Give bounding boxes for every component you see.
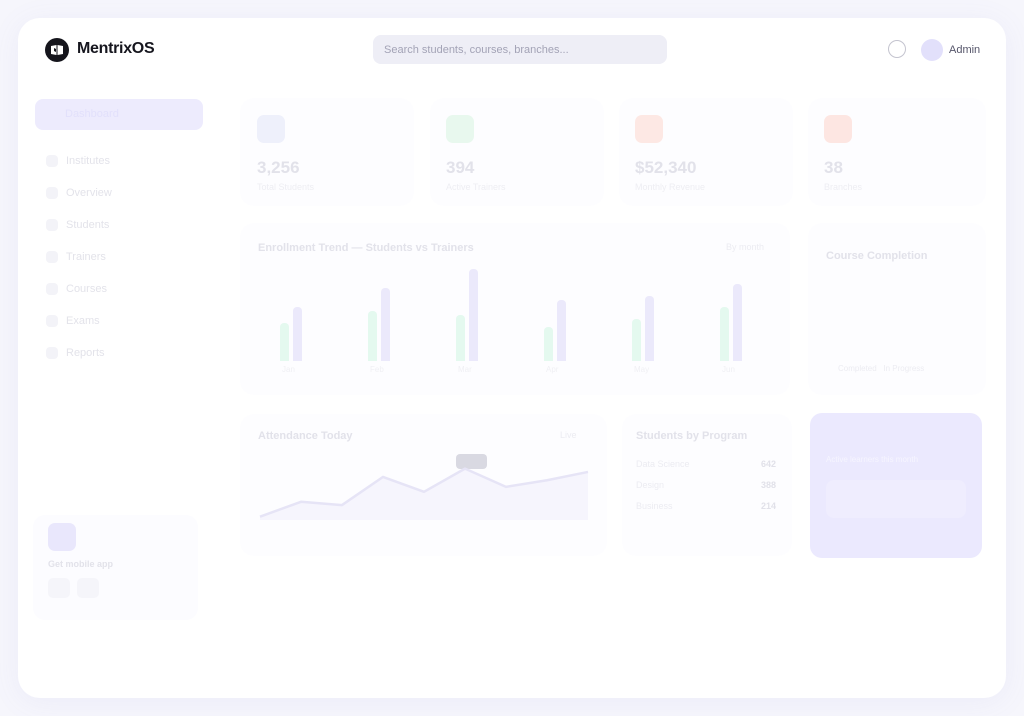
sidebar-item-label: Trainers (66, 251, 106, 263)
stat-value: 38 (824, 158, 843, 177)
course-completion-title: Course Completion (826, 250, 928, 262)
enrollment-chart-title: Enrollment Trend — Students vs Trainers (258, 242, 474, 254)
attendance-line-chart (259, 467, 589, 520)
overview-icon (46, 187, 58, 199)
sidebar-item-dashboard[interactable]: Dashboard (35, 99, 203, 130)
program-name: Design (636, 480, 665, 490)
app-store-button[interactable] (48, 578, 70, 598)
x-tick-label: Jan (282, 365, 295, 374)
sidebar-item-label: Dashboard (65, 108, 119, 120)
students-by-program-title: Students by Program (636, 430, 748, 442)
brand-name: MentrixOS (77, 40, 155, 57)
students-stat-icon (257, 115, 285, 143)
user-name[interactable]: Admin (949, 44, 981, 56)
program-name: Business (636, 501, 673, 511)
stat-card: 3,256 Total Students (240, 98, 414, 206)
attendance-card: Attendance Today Live (240, 414, 607, 556)
students-icon (46, 219, 58, 231)
program-name: Data Science (636, 459, 690, 469)
students-by-program-card: Students by Program Data Science 642 Des… (622, 414, 792, 556)
stat-value: 3,256 (257, 158, 300, 177)
sidebar-item-reports[interactable]: Reports (46, 345, 105, 361)
branches-stat-icon (824, 115, 852, 143)
sidebar-item-overview[interactable]: Overview (46, 185, 112, 201)
phone-icon (48, 523, 76, 551)
bar-students (280, 322, 289, 361)
x-tick-label: Jun (722, 365, 735, 374)
stat-card: 38 Branches (808, 98, 986, 206)
promo-button[interactable] (826, 480, 966, 518)
chart-tooltip (456, 454, 487, 469)
bar-trainers (469, 268, 478, 361)
search-input[interactable] (373, 35, 667, 64)
list-item: Design 388 (636, 480, 776, 490)
bar-trainers (293, 307, 302, 361)
attendance-area (260, 468, 588, 520)
trainers-stat-icon (446, 115, 474, 143)
bar-students (368, 311, 377, 361)
stat-value: $52,340 (635, 158, 697, 177)
stat-label: Branches (824, 182, 863, 192)
app-window: MentrixOS Admin Dashboard Institutes Ove… (18, 18, 1006, 698)
period-filter[interactable]: By month (726, 242, 765, 252)
attendance-title: Attendance Today (258, 430, 353, 442)
mobile-app-card[interactable]: Get mobile app (33, 515, 198, 620)
attendance-line (259, 467, 589, 518)
stat-label: Total Students (257, 182, 315, 192)
trainers-icon (46, 251, 58, 263)
sidebar-item-label: Institutes (66, 155, 111, 167)
bar-trainers (381, 288, 390, 361)
bar-students (456, 314, 465, 361)
list-item: Business 214 (636, 501, 776, 511)
sidebar-item-institutes[interactable]: Institutes (46, 153, 110, 169)
bar-trainers (733, 284, 742, 361)
bar-students (544, 327, 553, 361)
stat-label: Monthly Revenue (635, 182, 706, 192)
attendance-filter[interactable]: Live (560, 430, 577, 440)
sidebar-item-label: Students (66, 219, 110, 231)
stat-value: 394 (446, 158, 475, 177)
program-count: 214 (760, 501, 776, 511)
stat-card: 394 Active Trainers (430, 98, 604, 206)
x-tick-label: May (634, 365, 650, 374)
exams-icon (46, 315, 58, 327)
sidebar-item-exams[interactable]: Exams (46, 313, 100, 329)
program-count: 642 (760, 459, 776, 469)
x-tick-label: Mar (458, 365, 472, 374)
enrollment-chart-card: Enrollment Trend — Students vs Trainers … (240, 223, 790, 395)
play-store-button[interactable] (77, 578, 99, 598)
program-count: 388 (760, 480, 776, 490)
book-logo-icon (45, 38, 69, 62)
courses-icon (46, 283, 58, 295)
legend-completed: Completed (838, 364, 877, 373)
notification-icon[interactable] (888, 40, 906, 58)
bar-students (720, 307, 729, 361)
x-tick-label: Apr (546, 365, 559, 374)
stat-card: $52,340 Monthly Revenue (619, 98, 793, 206)
sidebar-item-students[interactable]: Students (46, 217, 109, 233)
mobile-app-label: Get mobile app (48, 559, 114, 569)
avatar[interactable] (921, 39, 943, 61)
institutes-icon (46, 155, 58, 167)
enrollment-bars: Jan Feb Mar Apr May Jun (280, 265, 770, 374)
sidebar-item-label: Reports (66, 347, 105, 359)
x-tick-label: Feb (370, 365, 384, 374)
legend-in-progress: In Progress (883, 364, 925, 373)
stat-label: Active Trainers (446, 182, 506, 192)
sidebar-item-label: Courses (66, 283, 107, 295)
promo-subtitle: Active learners this month (826, 455, 919, 464)
sidebar-item-courses[interactable]: Courses (46, 281, 107, 297)
bar-trainers (557, 299, 566, 361)
course-completion-card: Course Completion Completed In Progress (808, 223, 986, 395)
bar-trainers (645, 295, 654, 361)
sidebar-item-trainers[interactable]: Trainers (46, 249, 106, 265)
list-item: Data Science 642 (636, 459, 776, 469)
revenue-stat-icon (635, 115, 663, 143)
completion-legend: Completed In Progress (838, 364, 924, 373)
reports-icon (46, 347, 58, 359)
promo-card[interactable]: Active learners this month (810, 413, 982, 558)
sidebar-item-label: Overview (66, 187, 112, 199)
sidebar-item-label: Exams (66, 315, 100, 327)
bar-students (632, 318, 641, 361)
